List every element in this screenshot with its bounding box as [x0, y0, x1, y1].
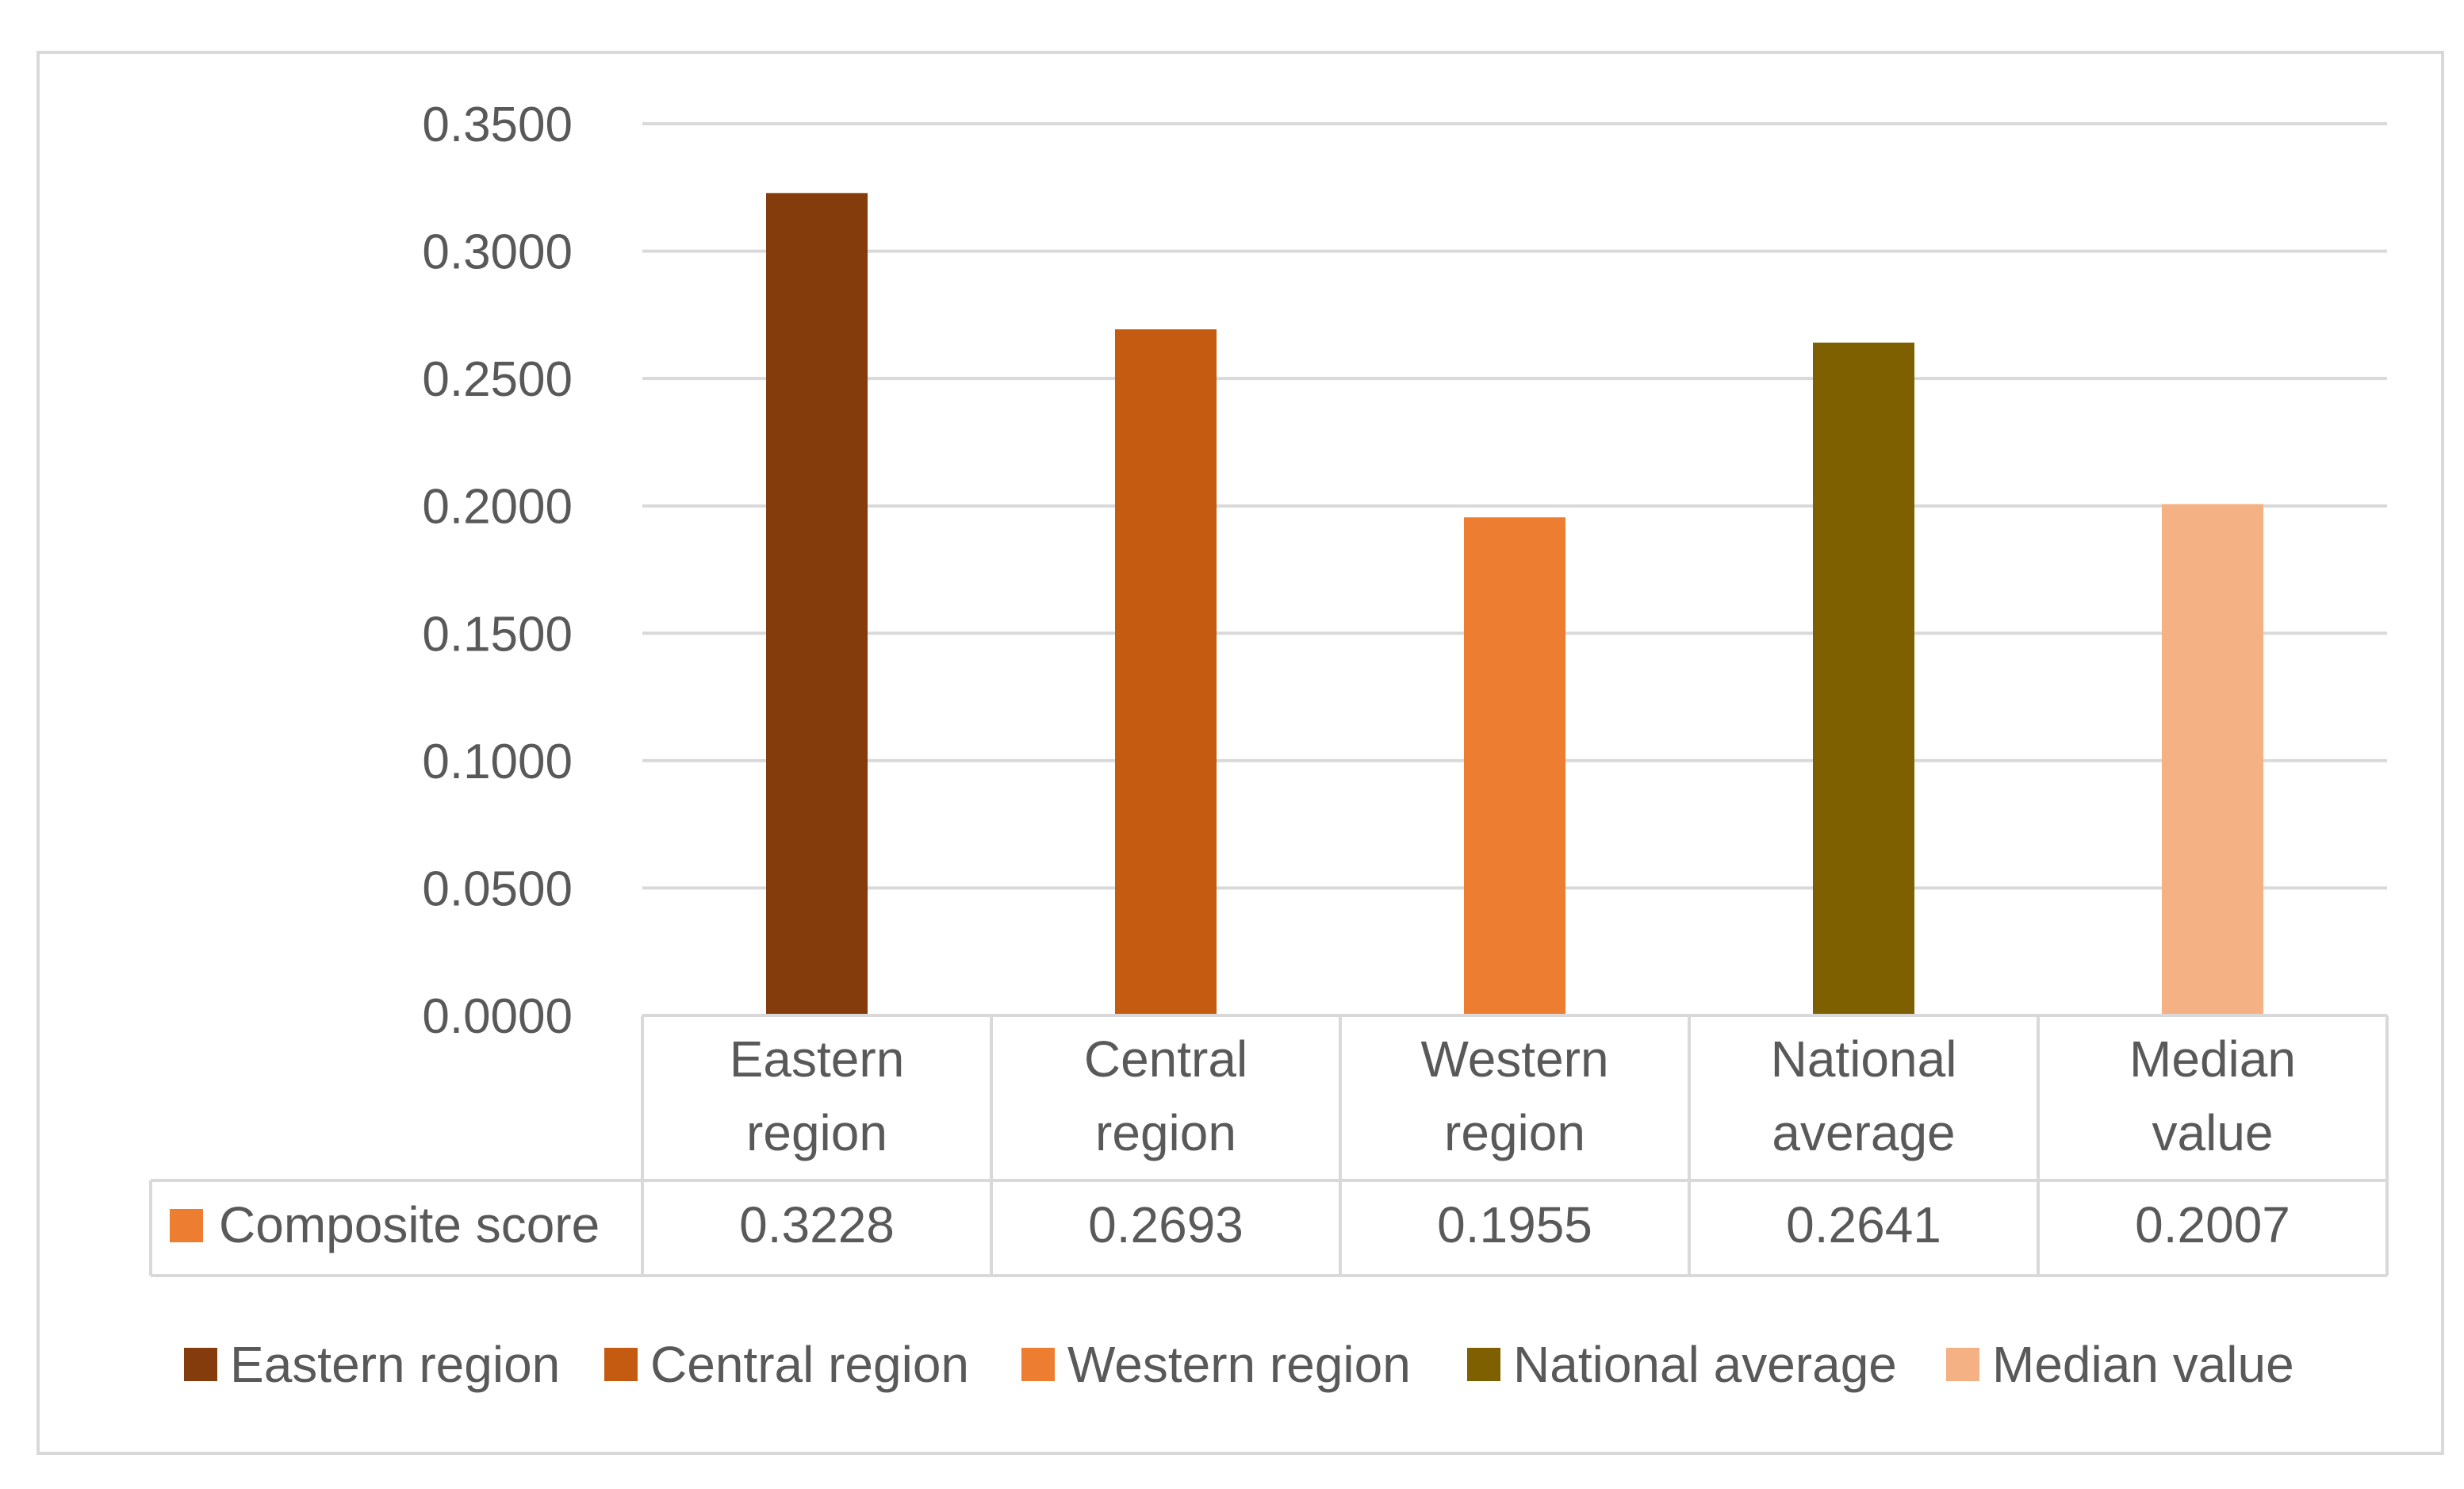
table-series-key [170, 1209, 203, 1242]
x-category-label: region [1095, 1104, 1236, 1161]
legend-key [1467, 1348, 1500, 1381]
bar [1115, 329, 1217, 1015]
bar [1464, 517, 1565, 1015]
x-category-label: region [1444, 1104, 1585, 1161]
table-value: 0.2641 [1786, 1196, 1941, 1253]
x-category-label: Western [1420, 1030, 1608, 1088]
y-tick-label: 0.2000 [422, 480, 573, 535]
legend-key [604, 1348, 638, 1381]
y-tick-label: 0.3000 [422, 225, 573, 280]
legend-key [184, 1348, 217, 1381]
legend-label: National average [1513, 1336, 1897, 1393]
y-tick-label: 0.0000 [422, 989, 573, 1044]
y-tick-label: 0.2500 [422, 352, 573, 407]
legend-label: Median value [1992, 1336, 2294, 1393]
table-value: 0.3228 [739, 1196, 895, 1253]
bar [766, 193, 868, 1016]
legend-key [1946, 1348, 1979, 1381]
table-value: 0.1955 [1437, 1196, 1592, 1253]
x-category-label: Central [1084, 1030, 1247, 1088]
legend-label: Central region [650, 1336, 969, 1393]
legend-label: Western region [1067, 1336, 1411, 1393]
x-category-label: average [1772, 1104, 1955, 1161]
x-category-label: Median [2129, 1030, 2296, 1088]
table-series-name: Composite score [219, 1196, 600, 1253]
table-value: 0.2693 [1088, 1196, 1243, 1253]
x-category-label: Eastern [730, 1030, 905, 1088]
x-category-label: region [746, 1104, 887, 1161]
x-category-label: National [1771, 1030, 1957, 1088]
bar [2162, 504, 2263, 1015]
legend-label: Eastern region [230, 1336, 560, 1393]
bar [1813, 342, 1914, 1016]
legend-key [1021, 1348, 1055, 1381]
y-tick-label: 0.1500 [422, 607, 573, 662]
x-category-label: value [2152, 1104, 2274, 1161]
y-tick-label: 0.0500 [422, 862, 573, 916]
y-tick-label: 0.1000 [422, 735, 573, 789]
table-value: 0.2007 [2135, 1196, 2290, 1253]
chart-frame [36, 51, 2444, 1455]
y-tick-label: 0.3500 [422, 98, 573, 152]
